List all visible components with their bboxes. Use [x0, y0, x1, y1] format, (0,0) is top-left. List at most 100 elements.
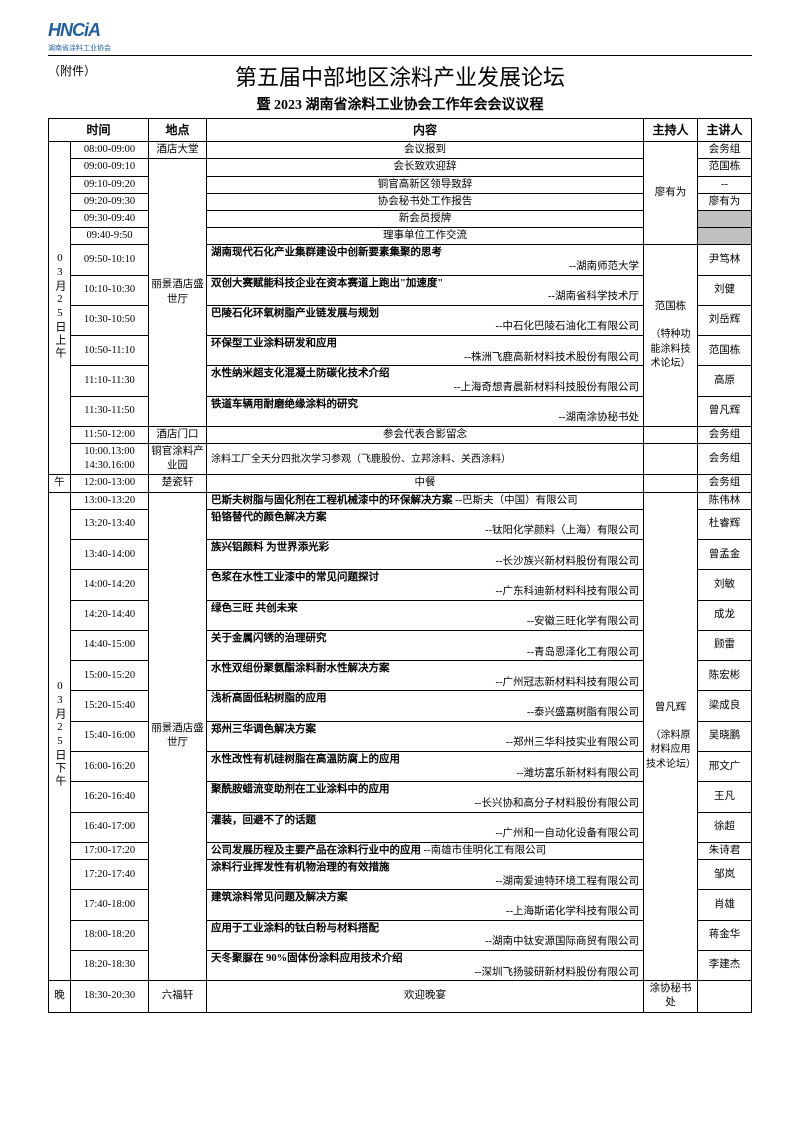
speaker-cell: 陈宏彬 [698, 661, 752, 691]
attachment-label: （附件） [48, 62, 96, 79]
time-cell: 12:00-13:00 [71, 475, 149, 492]
time-cell: 14:20-14:40 [71, 600, 149, 630]
time-cell: 13:00-13:20 [71, 492, 149, 509]
content-cell: 涂料行业挥发性有机物治理的有效措施--湖南爱迪特环境工程有限公司 [207, 860, 644, 890]
loc-cell: 酒店大堂 [149, 142, 207, 159]
table-row: 03月25日下午13:00-13:20丽景酒店盛世厅巴斯夫树脂与固化剂在工程机械… [49, 492, 752, 509]
host-cell: 范国栋（特种功能涂料技术论坛） [644, 245, 698, 427]
speaker-cell: 会务组 [698, 444, 752, 475]
content-cell: 建筑涂料常见问题及解决方案--上海斯诺化学科技有限公司 [207, 890, 644, 920]
loc-cell: 楚瓷轩 [149, 475, 207, 492]
speaker-cell: 陈伟林 [698, 492, 752, 509]
content-cell: 公司发展历程及主要产品在涂料行业中的应用 --南雄市佳明化工有限公司 [207, 842, 644, 859]
speaker-cell: 会务组 [698, 142, 752, 159]
divider [48, 55, 752, 56]
content-cell: 水性改性有机硅树脂在高温防腐上的应用--潍坊富乐新材料有限公司 [207, 752, 644, 782]
content-cell: 巴陵石化环氧树脂产业链发展与规划--中石化巴陵石油化工有限公司 [207, 305, 644, 335]
time-cell: 09:40-9:50 [71, 228, 149, 245]
time-cell: 15:00-15:20 [71, 661, 149, 691]
time-cell: 18:30-20:30 [71, 981, 149, 1012]
content-cell: 欢迎晚宴 [207, 981, 644, 1012]
speaker-cell: 李建杰 [698, 950, 752, 980]
loc-cell: 酒店门口 [149, 426, 207, 443]
time-cell: 11:50-12:00 [71, 426, 149, 443]
header-content: 内容 [207, 119, 644, 142]
host-cell: 廖有为 [644, 142, 698, 245]
time-cell: 09:30-09:40 [71, 210, 149, 227]
speaker-cell: 尹笃林 [698, 245, 752, 275]
speaker-cell: 刘健 [698, 275, 752, 305]
speaker-cell: 徐超 [698, 812, 752, 842]
host-cell [644, 426, 698, 443]
header-host: 主持人 [644, 119, 698, 142]
speaker-cell: 成龙 [698, 600, 752, 630]
loc-cell: 丽景酒店盛世厅 [149, 492, 207, 981]
date-morning: 03月25日上午 [49, 142, 71, 475]
speaker-cell: 肖雄 [698, 890, 752, 920]
time-cell: 15:40-16:00 [71, 721, 149, 751]
time-cell: 16:40-17:00 [71, 812, 149, 842]
speaker-cell: 王凡 [698, 782, 752, 812]
content-cell: 族兴铝颜料 为世界添光彩--长沙族兴新材料股份有限公司 [207, 540, 644, 570]
time-cell: 10:30-10:50 [71, 305, 149, 335]
header-row: 时间 地点 内容 主持人 主讲人 [49, 119, 752, 142]
speaker-cell: 蒋金华 [698, 920, 752, 950]
time-cell: 11:10-11:30 [71, 366, 149, 396]
speaker-cell: 顾雷 [698, 630, 752, 660]
content-cell: 新会员授牌 [207, 210, 644, 227]
speaker-cell: 朱诗君 [698, 842, 752, 859]
logo: HNCiA 湖南省涂料工业协会 [48, 20, 752, 53]
content-cell: 关于金属闪锈的治理研究--青岛恩泽化工有限公司 [207, 630, 644, 660]
host-cell: 涂协秘书处 [644, 981, 698, 1012]
host-cell [644, 444, 698, 475]
time-cell: 16:00-16:20 [71, 752, 149, 782]
speaker-cell: 邹岚 [698, 860, 752, 890]
host-cell [644, 475, 698, 492]
content-cell: 涂料工厂全天分四批次学习参观（飞鹿股份、立邦涂料、关西涂料） [207, 444, 644, 475]
time-cell: 10:50-11:10 [71, 336, 149, 366]
content-cell: 双创大赛赋能科技企业在资本赛道上跑出"加速度"--湖南省科学技术厅 [207, 275, 644, 305]
speaker-cell: 会务组 [698, 475, 752, 492]
speaker-cell: 刘岳辉 [698, 305, 752, 335]
speaker-cell: 曾凡辉 [698, 396, 752, 426]
speaker-cell: 梁成良 [698, 691, 752, 721]
content-cell: 中餐 [207, 475, 644, 492]
loc-cell: 丽景酒店盛世厅 [149, 159, 207, 427]
time-cell: 09:50-10:10 [71, 245, 149, 275]
speaker-cell: 杜睿辉 [698, 509, 752, 539]
time-cell: 14:00-14:20 [71, 570, 149, 600]
speaker-cell: 会务组 [698, 426, 752, 443]
date-noon: 午 [49, 475, 71, 492]
speaker-cell: 吴晓鹏 [698, 721, 752, 751]
content-cell: 参会代表合影留念 [207, 426, 644, 443]
content-cell: 应用于工业涂料的钛白粉与材料搭配--湖南中钛安源国际商贸有限公司 [207, 920, 644, 950]
speaker-cell: 范国栋 [698, 336, 752, 366]
content-cell: 郑州三华调色解决方案--郑州三华科技实业有限公司 [207, 721, 644, 751]
time-cell: 17:20-17:40 [71, 860, 149, 890]
content-cell: 会长致欢迎辞 [207, 159, 644, 176]
content-cell: 色浆在水性工业漆中的常见问题探讨--广东科迪新材料科技有限公司 [207, 570, 644, 600]
content-cell: 灌装，回避不了的话题--广州和一自动化设备有限公司 [207, 812, 644, 842]
content-cell: 环保型工业涂料研发和应用--株洲飞鹿高新材料技术股份有限公司 [207, 336, 644, 366]
speaker-cell [698, 210, 752, 227]
header-time: 时间 [49, 119, 149, 142]
header-speaker: 主讲人 [698, 119, 752, 142]
sub-title: 暨 2023 湖南省涂料工业协会工作年会会议议程 [48, 94, 752, 114]
content-cell: 天冬聚脲在 90%固体份涂料应用技术介绍--深圳飞扬骏研新材料股份有限公司 [207, 950, 644, 980]
table-row: 晚 18:30-20:30 六福轩 欢迎晚宴 涂协秘书处 [49, 981, 752, 1012]
time-cell: 09:20-09:30 [71, 193, 149, 210]
table-row: 03月25日上午 08:00-09:00 酒店大堂 会议报到 廖有为 会务组 [49, 142, 752, 159]
content-cell: 铁道车辆用耐磨绝缘涂料的研究--湖南涂协秘书处 [207, 396, 644, 426]
time-cell: 08:00-09:00 [71, 142, 149, 159]
content-cell: 湖南现代石化产业集群建设中创新要素集聚的思考--湖南师范大学 [207, 245, 644, 275]
time-cell: 13:20-13:40 [71, 509, 149, 539]
header-loc: 地点 [149, 119, 207, 142]
content-cell: 铅铬替代的颜色解决方案--钛阳化学颜料（上海）有限公司 [207, 509, 644, 539]
time-cell: 14:40-15:00 [71, 630, 149, 660]
table-row: 11:50-12:00 酒店门口 参会代表合影留念 会务组 [49, 426, 752, 443]
content-cell: 理事单位工作交流 [207, 228, 644, 245]
main-title: 第五届中部地区涂料产业发展论坛 [48, 60, 752, 92]
time-cell: 18:20-18:30 [71, 950, 149, 980]
loc-cell: 六福轩 [149, 981, 207, 1012]
speaker-cell [698, 981, 752, 1012]
